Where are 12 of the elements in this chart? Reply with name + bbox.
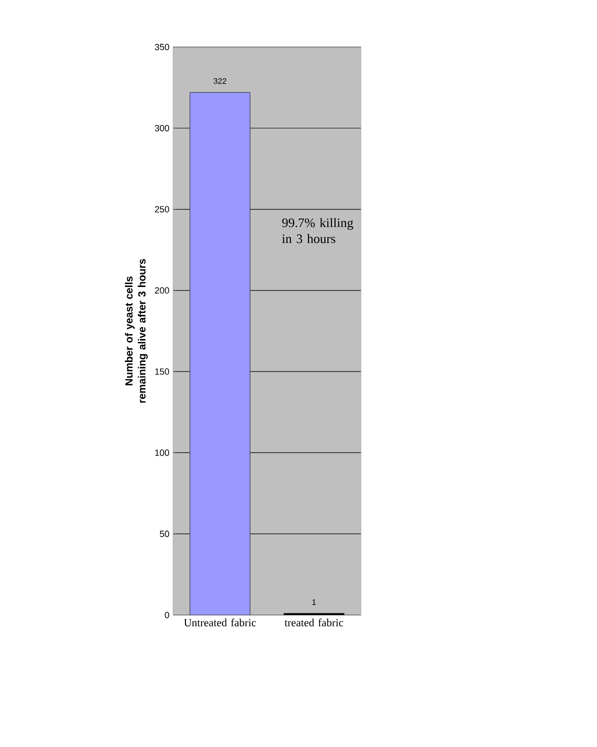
y-tick-label: 250 bbox=[154, 206, 170, 212]
y-tick-label: 150 bbox=[155, 368, 170, 375]
annotation: 99.7% killing in 3 hours bbox=[282, 218, 354, 244]
y-tick-label: 50 bbox=[160, 530, 170, 538]
y-tick-label: 350 bbox=[154, 44, 170, 50]
y-axis-title: Number of yeast cells remaining alive after 3 hours bbox=[124, 259, 148, 403]
y-tick-label: 0 bbox=[164, 612, 170, 618]
y-tick-label: 100 bbox=[155, 450, 170, 456]
x-tick-label: Untreated fabric bbox=[184, 618, 256, 626]
y-tick-label: 200 bbox=[154, 287, 170, 294]
x-tick-label: treated fabric bbox=[284, 618, 344, 626]
y-tick-label: 300 bbox=[154, 124, 170, 132]
